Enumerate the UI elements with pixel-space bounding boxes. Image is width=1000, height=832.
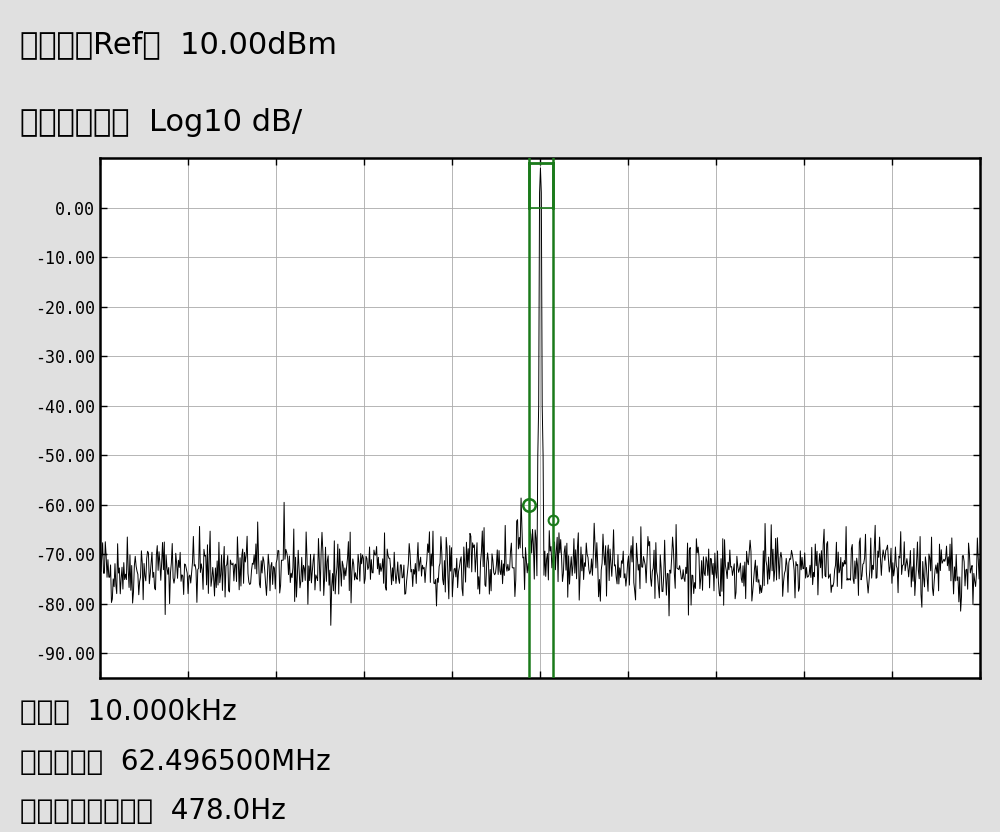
Text: 纵坐标单位：  Log10 dB/: 纵坐标单位： Log10 dB/: [20, 108, 302, 136]
Text: 扫宽：  10.000kHz: 扫宽： 10.000kHz: [20, 698, 237, 726]
Text: 参考电平Ref：  10.00dBm: 参考电平Ref： 10.00dBm: [20, 30, 337, 59]
Text: 占用的频带宽度：  478.0Hz: 占用的频带宽度： 478.0Hz: [20, 797, 286, 825]
Text: 中心频率：  62.496500MHz: 中心频率： 62.496500MHz: [20, 747, 331, 775]
